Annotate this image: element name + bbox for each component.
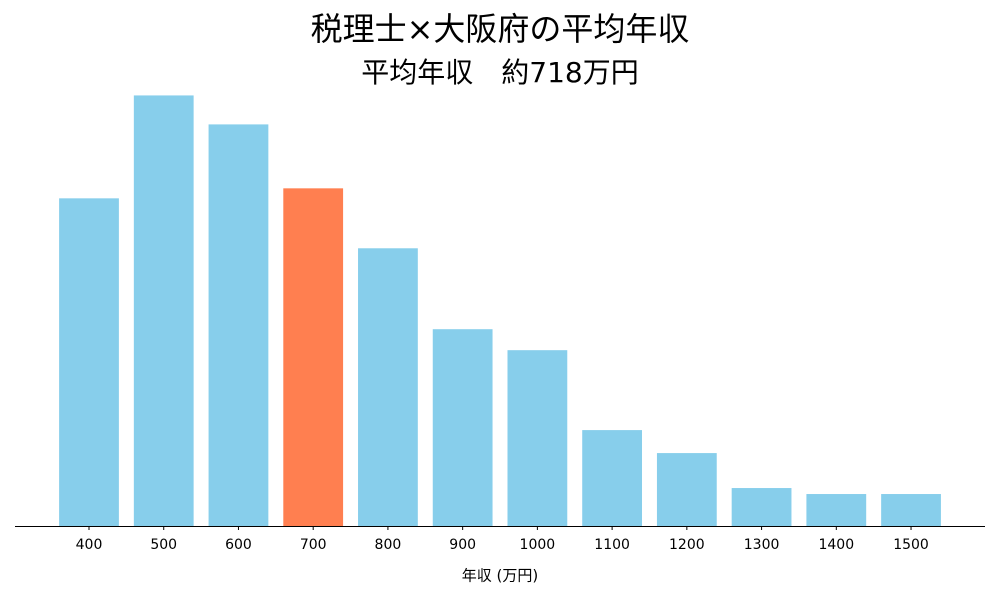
x-tick-label: 1500 [893,537,929,553]
x-tick-label: 1400 [818,537,854,553]
x-tick-label: 900 [449,537,476,553]
chart-subtitle: 平均年収 約718万円 [361,56,638,89]
bar [881,494,941,526]
x-tick-label: 700 [300,537,327,553]
x-tick-label: 1200 [669,537,705,553]
bar [358,248,418,526]
x-tick-label: 600 [225,537,252,553]
bar [656,453,717,526]
x-tick-label: 500 [150,537,177,553]
x-axis-label: 年収 (万円) [462,567,538,585]
x-tick-label: 800 [375,537,402,553]
bar [208,124,269,526]
bar [731,488,792,526]
x-tick-label: 1000 [520,537,556,553]
x-tick-label: 1300 [744,537,780,553]
bar [582,430,643,526]
bar [283,188,344,526]
x-tick-label: 1100 [594,537,630,553]
bar [59,198,119,527]
bar [806,494,867,526]
bar [133,95,194,526]
bar [432,329,493,526]
bar [507,350,568,526]
chart-title: 税理士×大阪府の平均年収 [311,10,690,48]
x-tick-label: 400 [76,537,103,553]
